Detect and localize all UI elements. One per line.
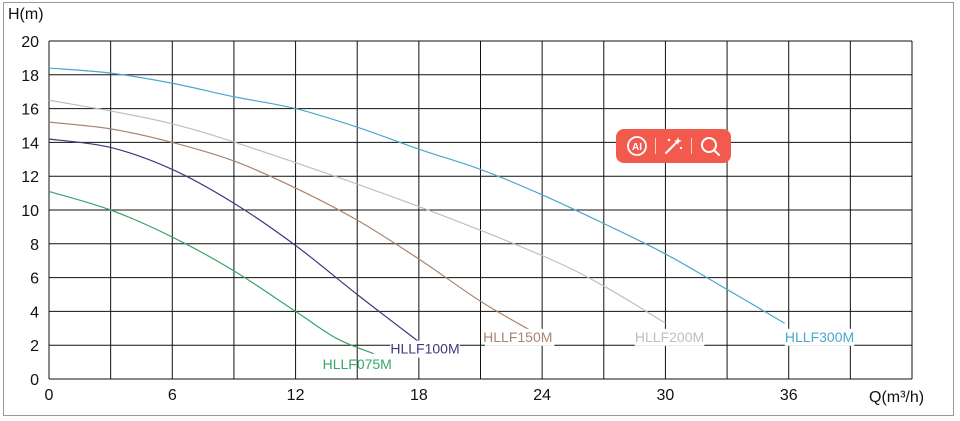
x-tick-label: 36 [780, 387, 798, 404]
series-line [48, 190, 374, 355]
search-icon [700, 137, 720, 156]
toolbar-separator [654, 138, 656, 154]
y-tick-label: 18 [21, 68, 39, 85]
ai-icon-text: AI [632, 142, 642, 153]
series-label-background [634, 328, 705, 346]
x-tick-label: 18 [410, 387, 428, 404]
series-label-background [784, 328, 855, 346]
magic-wand-button[interactable] [660, 133, 686, 159]
series-lines [48, 67, 785, 355]
series-line [48, 138, 420, 343]
series-line [48, 121, 531, 331]
x-tick-label: 12 [287, 387, 305, 404]
x-tick-label: 24 [533, 387, 551, 404]
series-line [48, 99, 666, 324]
y-tick-label: 0 [30, 372, 39, 389]
series-label: HLLF200M [635, 329, 704, 345]
series-label-background [484, 328, 555, 346]
ai-button[interactable]: AI [624, 133, 650, 159]
ai-icon: AI [627, 136, 648, 156]
series-label: HLLF100M [390, 341, 459, 357]
y-tick-label: 8 [30, 237, 39, 254]
x-axis-label: Q(m³/h) [869, 389, 924, 406]
series-label: HLLF300M [785, 329, 854, 345]
y-tick-label: 10 [21, 203, 39, 220]
y-axis-label: H(m) [8, 6, 44, 23]
y-tick-label: 6 [30, 271, 39, 288]
series-label-background [390, 340, 460, 358]
chart-frame [3, 2, 954, 416]
x-tick-label: 0 [45, 387, 54, 404]
y-tick-label: 12 [21, 169, 39, 186]
series-line [48, 67, 785, 324]
series-label: HLLF075M [323, 356, 392, 372]
y-tick-label: 16 [21, 102, 39, 119]
image-tools-toolbar: AI [616, 129, 731, 163]
magic-wand-icon [665, 137, 683, 154]
y-tick-label: 14 [21, 135, 39, 152]
toolbar-separator [691, 138, 693, 154]
y-tick-label: 4 [30, 304, 39, 321]
y-tick-label: 2 [30, 338, 39, 355]
x-tick-label: 30 [657, 387, 675, 404]
search-button[interactable] [697, 133, 723, 159]
grid-lines [48, 40, 913, 380]
x-tick-label: 6 [168, 387, 177, 404]
y-tick-label: 20 [21, 34, 39, 51]
series-label: HLLF150M [483, 329, 552, 345]
